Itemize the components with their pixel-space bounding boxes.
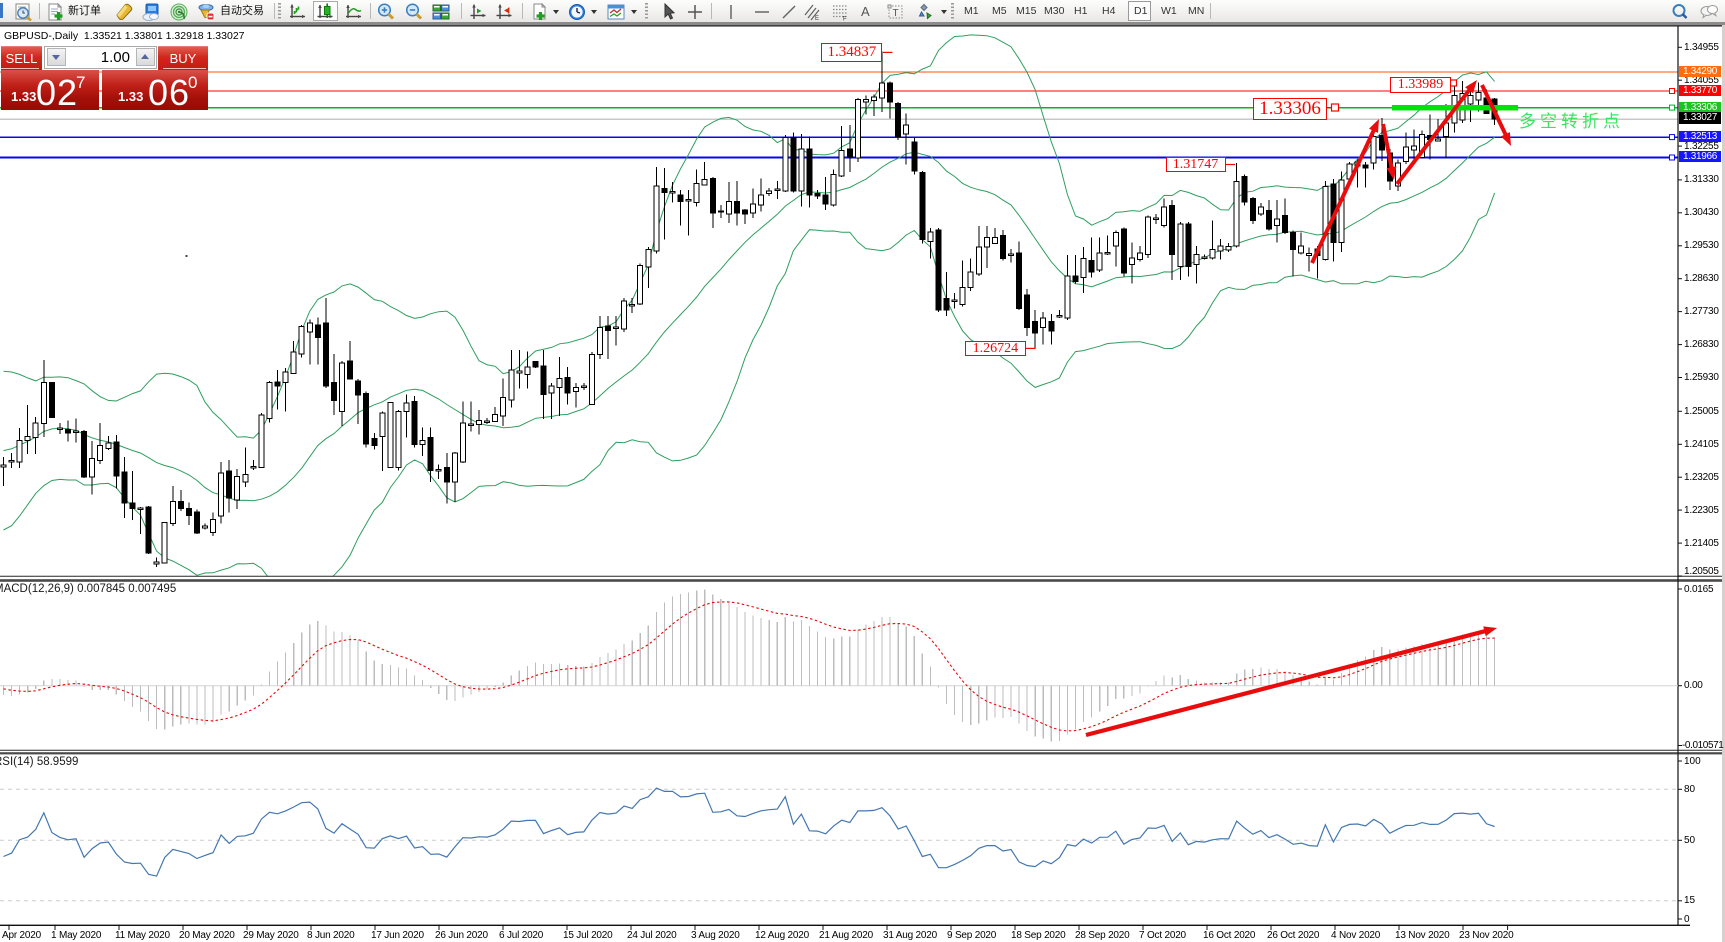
svg-text:T: T: [893, 8, 899, 19]
svg-text:F: F: [843, 16, 847, 21]
svg-text:E: E: [815, 16, 819, 21]
